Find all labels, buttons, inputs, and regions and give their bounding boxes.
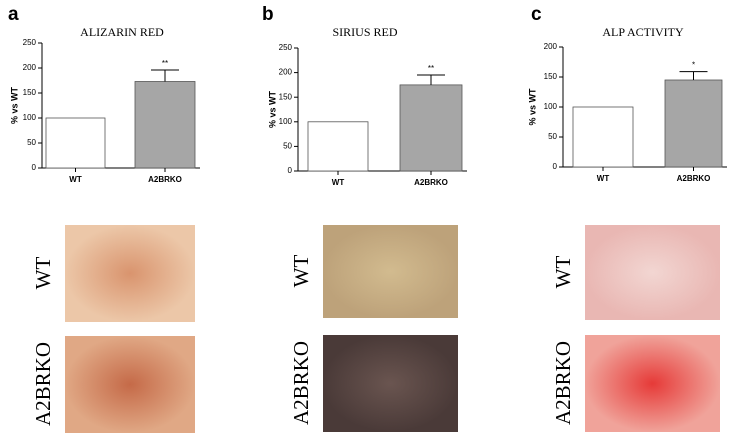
bar — [572, 106, 634, 168]
row-label: WT — [551, 256, 575, 289]
y-tick-label: 250 — [279, 43, 293, 52]
row-label: WT — [289, 255, 313, 288]
significance-label: * — [692, 61, 695, 70]
y-tick-label: 0 — [288, 166, 293, 175]
x-tick-label: WT — [597, 174, 610, 183]
x-tick-label: A2BRKO — [148, 175, 182, 184]
error-bar — [151, 69, 179, 82]
y-tick-label: 200 — [279, 68, 293, 77]
y-tick-label: 50 — [27, 138, 36, 147]
chart-title: ALP ACTIVITY — [602, 25, 684, 39]
y-axis-label: % vs WT — [527, 88, 537, 126]
y-axis-label: % vs WT — [9, 86, 19, 124]
bar — [307, 121, 369, 172]
y-tick-label: 100 — [544, 102, 558, 111]
bar — [664, 79, 723, 168]
micrograph-images — [65, 225, 720, 433]
y-tick-label: 150 — [544, 72, 558, 81]
micrograph — [65, 225, 195, 322]
micrograph — [585, 225, 720, 320]
y-tick-label: 200 — [23, 63, 37, 72]
y-tick-label: 50 — [548, 132, 557, 141]
bar — [399, 84, 463, 172]
y-tick-label: 0 — [553, 162, 558, 171]
panel-label: b — [262, 4, 274, 25]
y-tick-label: 200 — [544, 42, 558, 51]
error-bar — [417, 74, 445, 85]
y-tick-label: 250 — [23, 38, 37, 47]
y-tick-label: 100 — [279, 117, 293, 126]
micrograph — [65, 336, 195, 433]
micrograph — [323, 335, 458, 432]
micrograph — [323, 225, 458, 318]
chart-title: SIRIUS RED — [332, 25, 397, 39]
y-tick-label: 150 — [279, 92, 293, 101]
row-label: A2BRKO — [31, 342, 55, 426]
significance-label: ** — [428, 64, 434, 73]
row-label: A2BRKO — [551, 341, 575, 425]
bar — [45, 117, 106, 169]
significance-label: ** — [162, 59, 168, 68]
y-tick-label: 0 — [32, 163, 37, 172]
x-tick-label: A2BRKO — [414, 178, 448, 187]
chart-title: ALIZARIN RED — [80, 25, 164, 39]
panel-label: a — [8, 4, 19, 25]
x-tick-label: WT — [332, 178, 345, 187]
row-label: WT — [31, 257, 55, 290]
micrograph — [585, 335, 720, 432]
x-tick-label: WT — [69, 175, 82, 184]
row-label: A2BRKO — [289, 341, 313, 425]
y-tick-label: 100 — [23, 113, 37, 122]
bar — [134, 81, 196, 169]
x-tick-label: A2BRKO — [677, 174, 711, 183]
y-tick-label: 50 — [283, 142, 292, 151]
y-tick-label: 150 — [23, 88, 37, 97]
error-bar — [679, 71, 708, 80]
panel-label: c — [531, 4, 542, 25]
y-axis-label: % vs WT — [267, 90, 277, 128]
